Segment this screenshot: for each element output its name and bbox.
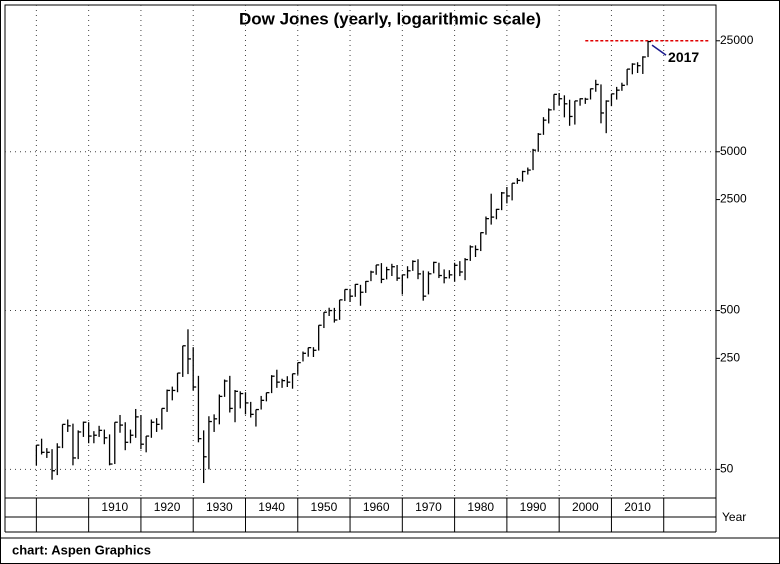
y-tick-label: 25000 [720,33,754,47]
x-tick-label: 1940 [258,500,285,514]
x-tick-label: 1980 [467,500,494,514]
annotation: 2017 [668,49,699,65]
x-tick-label: 2010 [624,500,651,514]
y-tick-label: 5000 [720,144,747,158]
plot-area [4,4,717,499]
x-tick-label: 1920 [154,500,181,514]
y-tick-label: 2500 [720,192,747,206]
x-axis-label: Year [722,510,746,524]
x-tick-label: 2000 [572,500,599,514]
x-tick-label: 1910 [101,500,128,514]
x-tick-label: 1930 [206,500,233,514]
x-tick-label: 1970 [415,500,442,514]
x-tick-label: 1990 [520,500,547,514]
x-tick-label: 1960 [363,500,390,514]
annotation-leader [651,44,667,56]
y-tick-label: 50 [720,462,734,476]
chart-title: Dow Jones (yearly, logarithmic scale) [239,9,541,28]
y-tick-label: 500 [720,303,740,317]
x-tick-label: 1950 [311,500,338,514]
source: chart: Aspen Graphics [12,542,151,557]
y-tick-label: 250 [720,351,740,365]
